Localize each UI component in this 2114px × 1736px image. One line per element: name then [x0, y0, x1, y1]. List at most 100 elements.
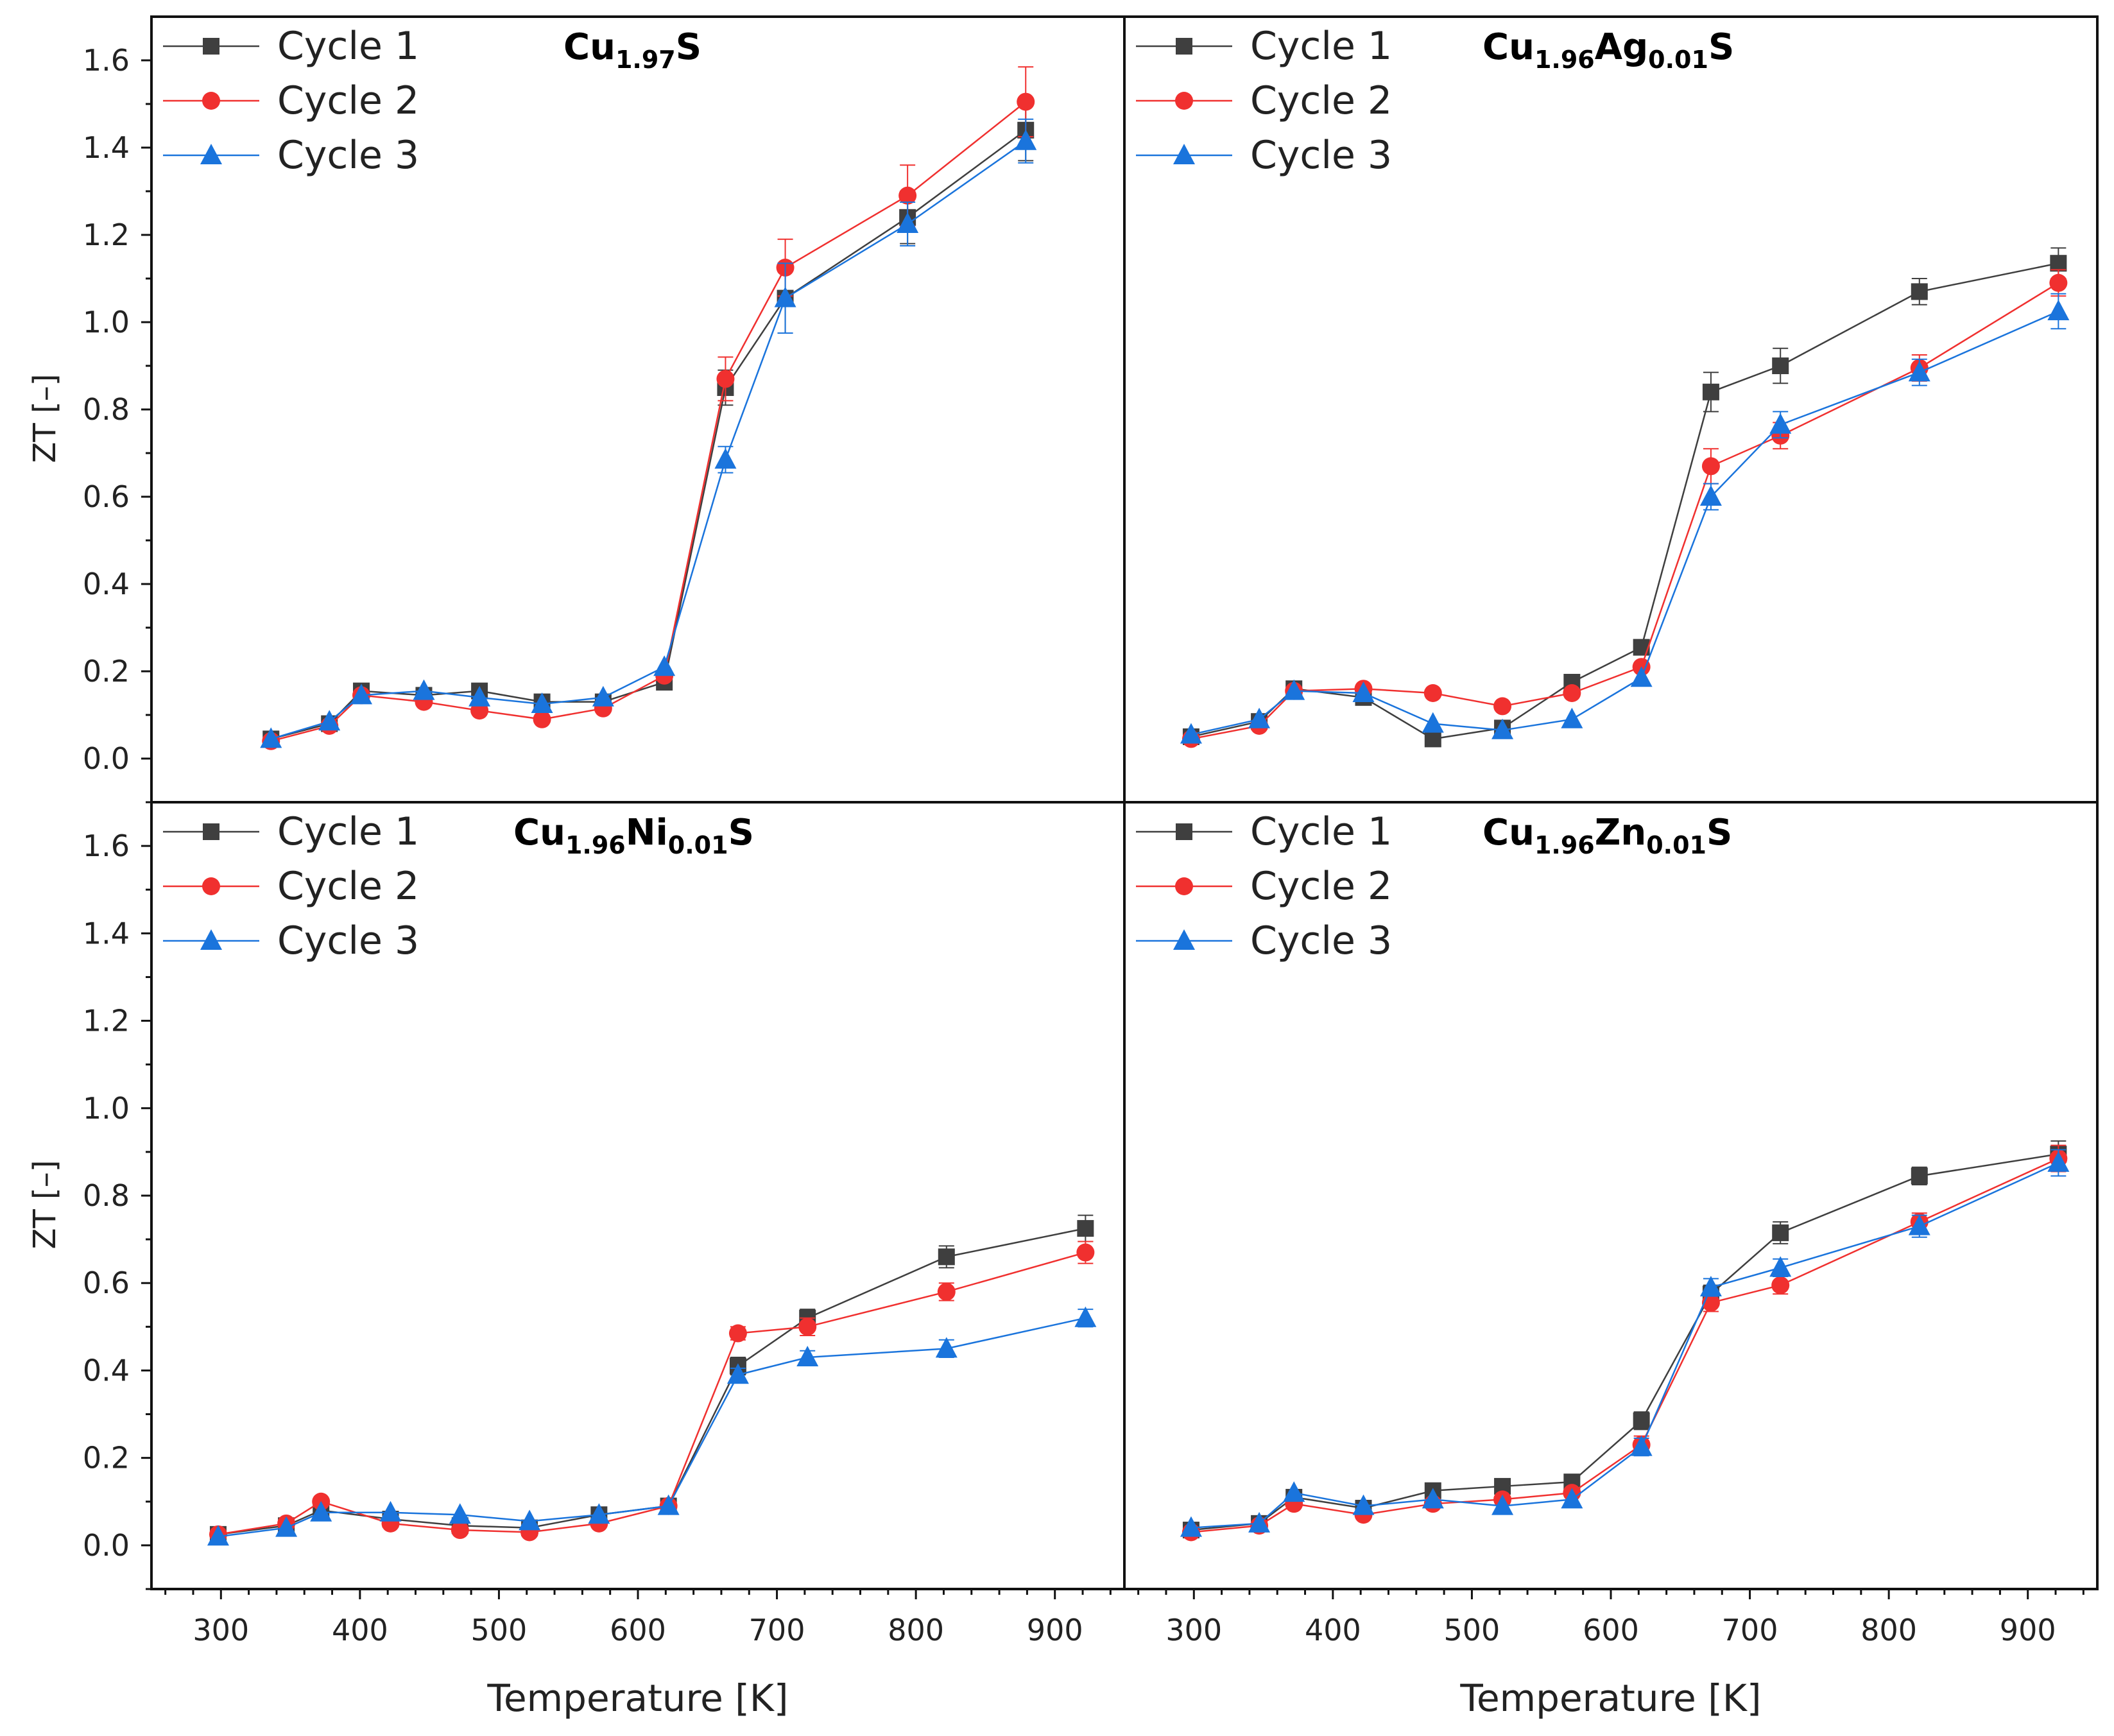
x-tick-label: 500 — [1444, 1613, 1500, 1647]
marker-triangle — [1352, 682, 1375, 702]
series-cycle-1 — [209, 1214, 1094, 1543]
marker-triangle — [1561, 1488, 1583, 1509]
y-tick-label: 0.2 — [83, 654, 130, 689]
marker-triangle — [935, 1337, 958, 1358]
series-line — [218, 1251, 1086, 1536]
marker-triangle — [1283, 679, 1305, 700]
panel-cu196ag001s: Cycle 1 Cycle 2 Cycle 3 Cu1.96Ag0.01S — [1123, 15, 2099, 804]
marker-triangle — [468, 685, 491, 707]
panel-title: Cu1.96Ag0.01S — [1482, 26, 1734, 74]
marker-square — [1633, 639, 1650, 656]
title-text: S — [1706, 812, 1732, 854]
y-tick-label: 1.4 — [83, 130, 130, 165]
title-text: Cu — [563, 26, 615, 68]
marker-triangle — [2047, 1151, 2070, 1172]
marker-triangle — [1015, 129, 1037, 150]
x-tick-label: 600 — [610, 1613, 666, 1647]
x-tick-label: 700 — [1722, 1613, 1778, 1647]
y-tick-label: 0.6 — [83, 479, 130, 514]
marker-circle — [728, 1324, 747, 1343]
series-cycle-1 — [1182, 1140, 2067, 1539]
title-subscript: 1.96 — [1534, 831, 1595, 859]
series-line — [218, 1317, 1086, 1538]
marker-square — [938, 1248, 955, 1266]
marker-triangle — [200, 929, 222, 950]
title-text: Cu — [1482, 812, 1534, 854]
marker-triangle — [1180, 1516, 1202, 1537]
series-cycle-3 — [1180, 293, 2070, 744]
marker-triangle — [275, 1516, 298, 1537]
y-tick-label: 0.8 — [83, 1178, 130, 1213]
marker-square — [1911, 283, 1928, 300]
marker-circle — [1175, 92, 1193, 110]
legend-label: Cycle 3 — [1250, 918, 1392, 963]
marker-triangle — [1561, 707, 1583, 728]
y-tick-label: 0.2 — [83, 1441, 130, 1475]
title-subscript: 0.01 — [668, 831, 728, 859]
series-line — [1190, 310, 2059, 735]
marker-triangle — [1283, 1481, 1305, 1502]
title-subscript: 0.01 — [1648, 46, 1708, 74]
title-subscript: 1.97 — [615, 46, 676, 74]
marker-triangle — [1248, 707, 1271, 728]
marker-triangle — [1491, 1494, 1514, 1515]
y-tick-label: 0.4 — [83, 1353, 130, 1388]
title-subscript: 1.96 — [565, 831, 626, 859]
marker-triangle — [318, 710, 341, 731]
x-tick-label: 800 — [1860, 1613, 1917, 1647]
marker-circle — [2049, 273, 2068, 292]
marker-square — [1633, 1412, 1650, 1429]
marker-circle — [1771, 1276, 1790, 1294]
x-tick-label: 900 — [1027, 1613, 1083, 1647]
marker-triangle — [1908, 1214, 1930, 1235]
panel-cu197s: 0.0 0.2 0.4 0.6 0.8 1.0 1.2 1.4 1.6 ZT [–] Cycle 1… — [27, 15, 1126, 804]
marker-triangle — [1769, 1256, 1792, 1277]
title-text: S — [728, 812, 754, 854]
marker-circle — [451, 1521, 469, 1540]
y-tick-label: 1.2 — [83, 1004, 130, 1038]
y-tick-label: 0.8 — [83, 392, 130, 427]
marker-circle — [798, 1318, 817, 1336]
marker-square — [1424, 730, 1441, 748]
marker-square — [1772, 357, 1789, 374]
title-text: S — [1708, 26, 1734, 68]
marker-triangle — [653, 655, 676, 676]
marker-triangle — [1074, 1306, 1097, 1327]
marker-square — [1772, 1224, 1789, 1241]
series-cycle-3 — [260, 118, 1037, 748]
marker-triangle — [260, 727, 282, 748]
marker-triangle — [592, 685, 614, 707]
series-line — [1190, 262, 2059, 740]
marker-triangle — [1422, 1488, 1444, 1509]
x-tick-label: 600 — [1583, 1613, 1639, 1647]
series-cycle-1 — [262, 99, 1035, 748]
marker-triangle — [588, 1503, 610, 1524]
x-tick-label: 400 — [332, 1613, 388, 1647]
legend-label: Cycle 1 — [1250, 24, 1392, 69]
y-tick-label: 0.6 — [83, 1266, 130, 1300]
marker-square — [203, 38, 219, 55]
title-text: Cu — [513, 812, 565, 854]
y-axis-title: ZT [–] — [27, 374, 63, 463]
title-text: Cu — [1482, 26, 1534, 68]
panel-title: Cu1.96Ni0.01S — [513, 812, 754, 859]
marker-triangle — [1173, 144, 1195, 164]
y-tick-label: 0.0 — [83, 1528, 130, 1563]
marker-circle — [716, 370, 735, 388]
marker-circle — [1701, 457, 1720, 476]
legend-label: Cycle 3 — [1250, 133, 1392, 178]
title-subscript: 0.01 — [1646, 831, 1706, 859]
legend-label: Cycle 2 — [1250, 864, 1392, 909]
x-tick-label: 300 — [193, 1613, 249, 1647]
title-text: S — [676, 26, 701, 68]
marker-circle — [533, 710, 551, 728]
x-tick-label: 900 — [2000, 1613, 2056, 1647]
series-line — [1190, 1157, 2059, 1533]
marker-triangle — [714, 448, 737, 469]
series-cycle-3 — [207, 1306, 1097, 1546]
marker-circle — [202, 92, 220, 110]
y-tick-label: 1.6 — [83, 829, 130, 863]
title-text: Ag — [1595, 26, 1648, 68]
legend-label: Cycle 2 — [277, 864, 419, 909]
marker-circle — [1076, 1243, 1095, 1262]
